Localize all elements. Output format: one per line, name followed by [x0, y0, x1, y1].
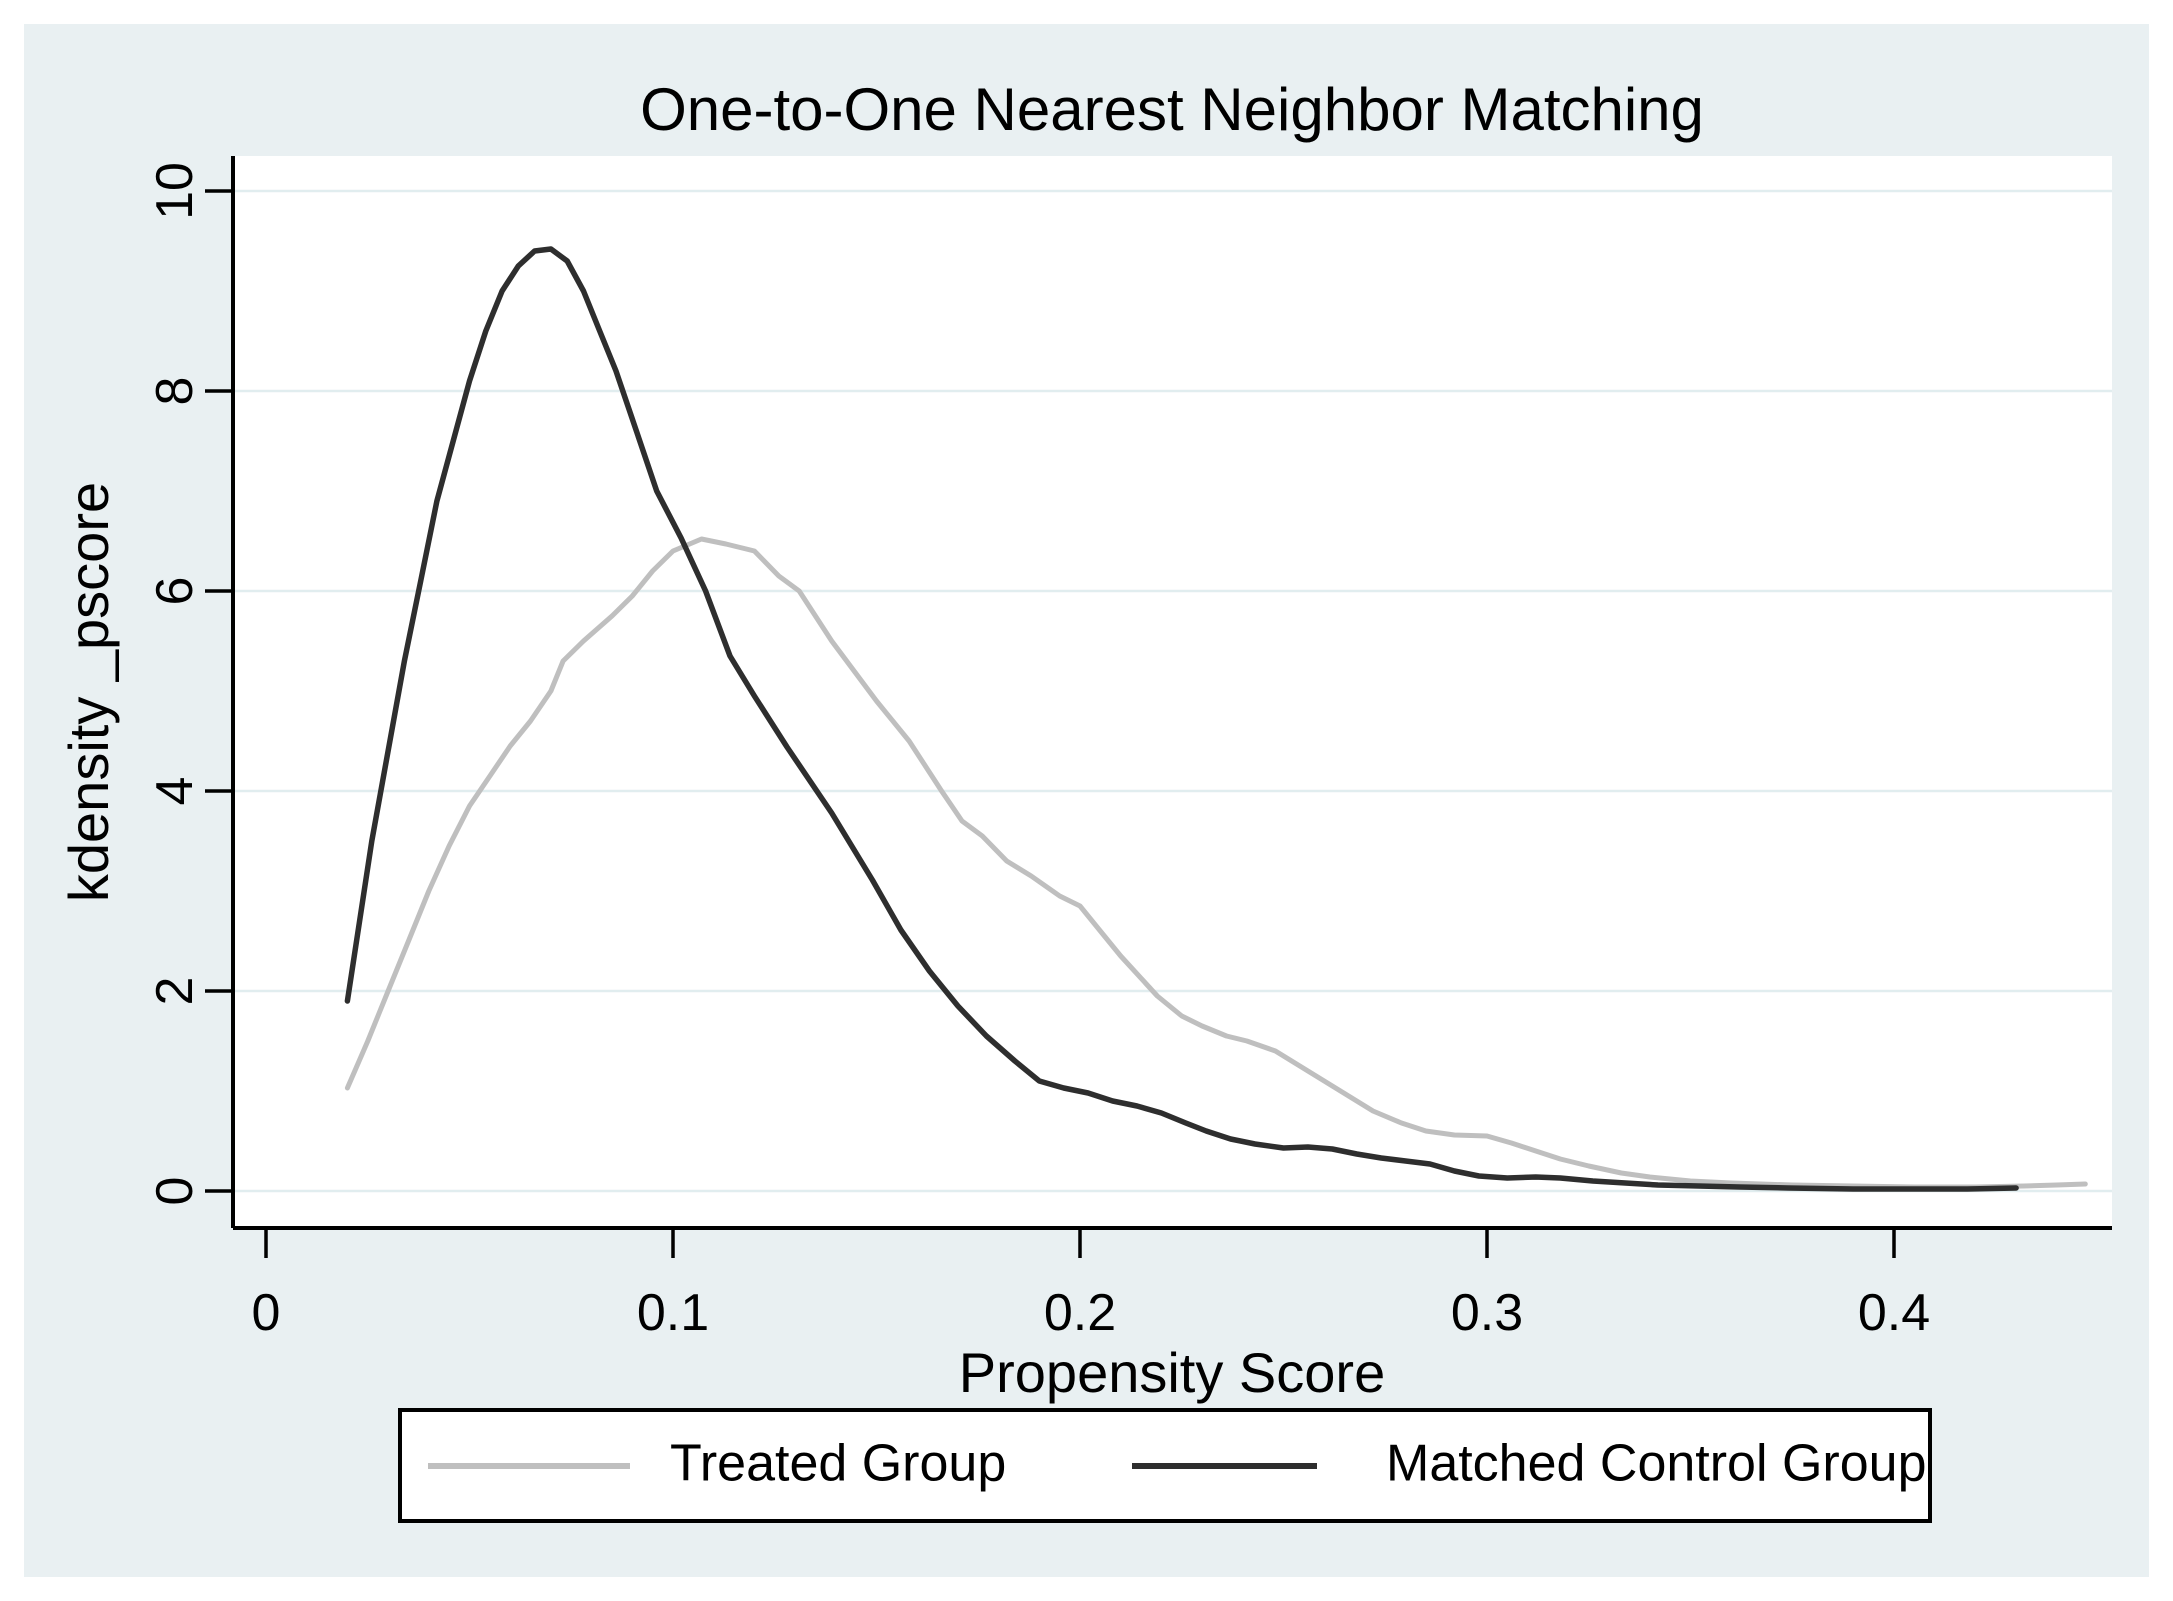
x-tick-label-0.3: 0.3 [1451, 1284, 1523, 1342]
legend: Treated Group Matched Control Group [398, 1408, 1932, 1523]
matched-control-group-curve [344, 246, 2019, 1192]
axes [231, 156, 2112, 1230]
plot-area [233, 156, 2112, 1228]
legend-line-sample-1 [428, 1463, 630, 1469]
density-curves [344, 246, 2088, 1192]
x-tick-label-0.1: 0.1 [637, 1284, 709, 1342]
tick-marks [205, 189, 1896, 1258]
y-tick-labels: 0 2 4 6 8 10 [146, 162, 204, 1205]
chart-title: One-to-One Nearest Neighbor Matching [640, 76, 1704, 143]
x-tick-label-0: 0 [252, 1284, 281, 1342]
x-tick-label-0.2: 0.2 [1044, 1284, 1116, 1342]
gridlines [233, 189, 2112, 1193]
y-axis-label: kdensity _pscore [57, 482, 120, 902]
y-tick-label-8: 8 [146, 377, 204, 406]
legend-label-1: Treated Group [670, 1434, 1007, 1493]
legend-label-2: Matched Control Group [1386, 1434, 1927, 1493]
y-tick-label-2: 2 [146, 977, 204, 1006]
y-tick-label-6: 6 [146, 577, 204, 606]
y-tick-label-10: 10 [146, 162, 204, 220]
y-tick-label-0: 0 [146, 1177, 204, 1206]
legend-line-sample-2 [1132, 1463, 1317, 1469]
treated-group-curve [344, 536, 2088, 1190]
x-tick-labels: 0 0.1 0.2 0.3 0.4 [252, 1284, 1931, 1342]
x-tick-label-0.4: 0.4 [1858, 1284, 1930, 1342]
x-axis-label: Propensity Score [959, 1341, 1385, 1404]
y-tick-label-4: 4 [146, 777, 204, 806]
